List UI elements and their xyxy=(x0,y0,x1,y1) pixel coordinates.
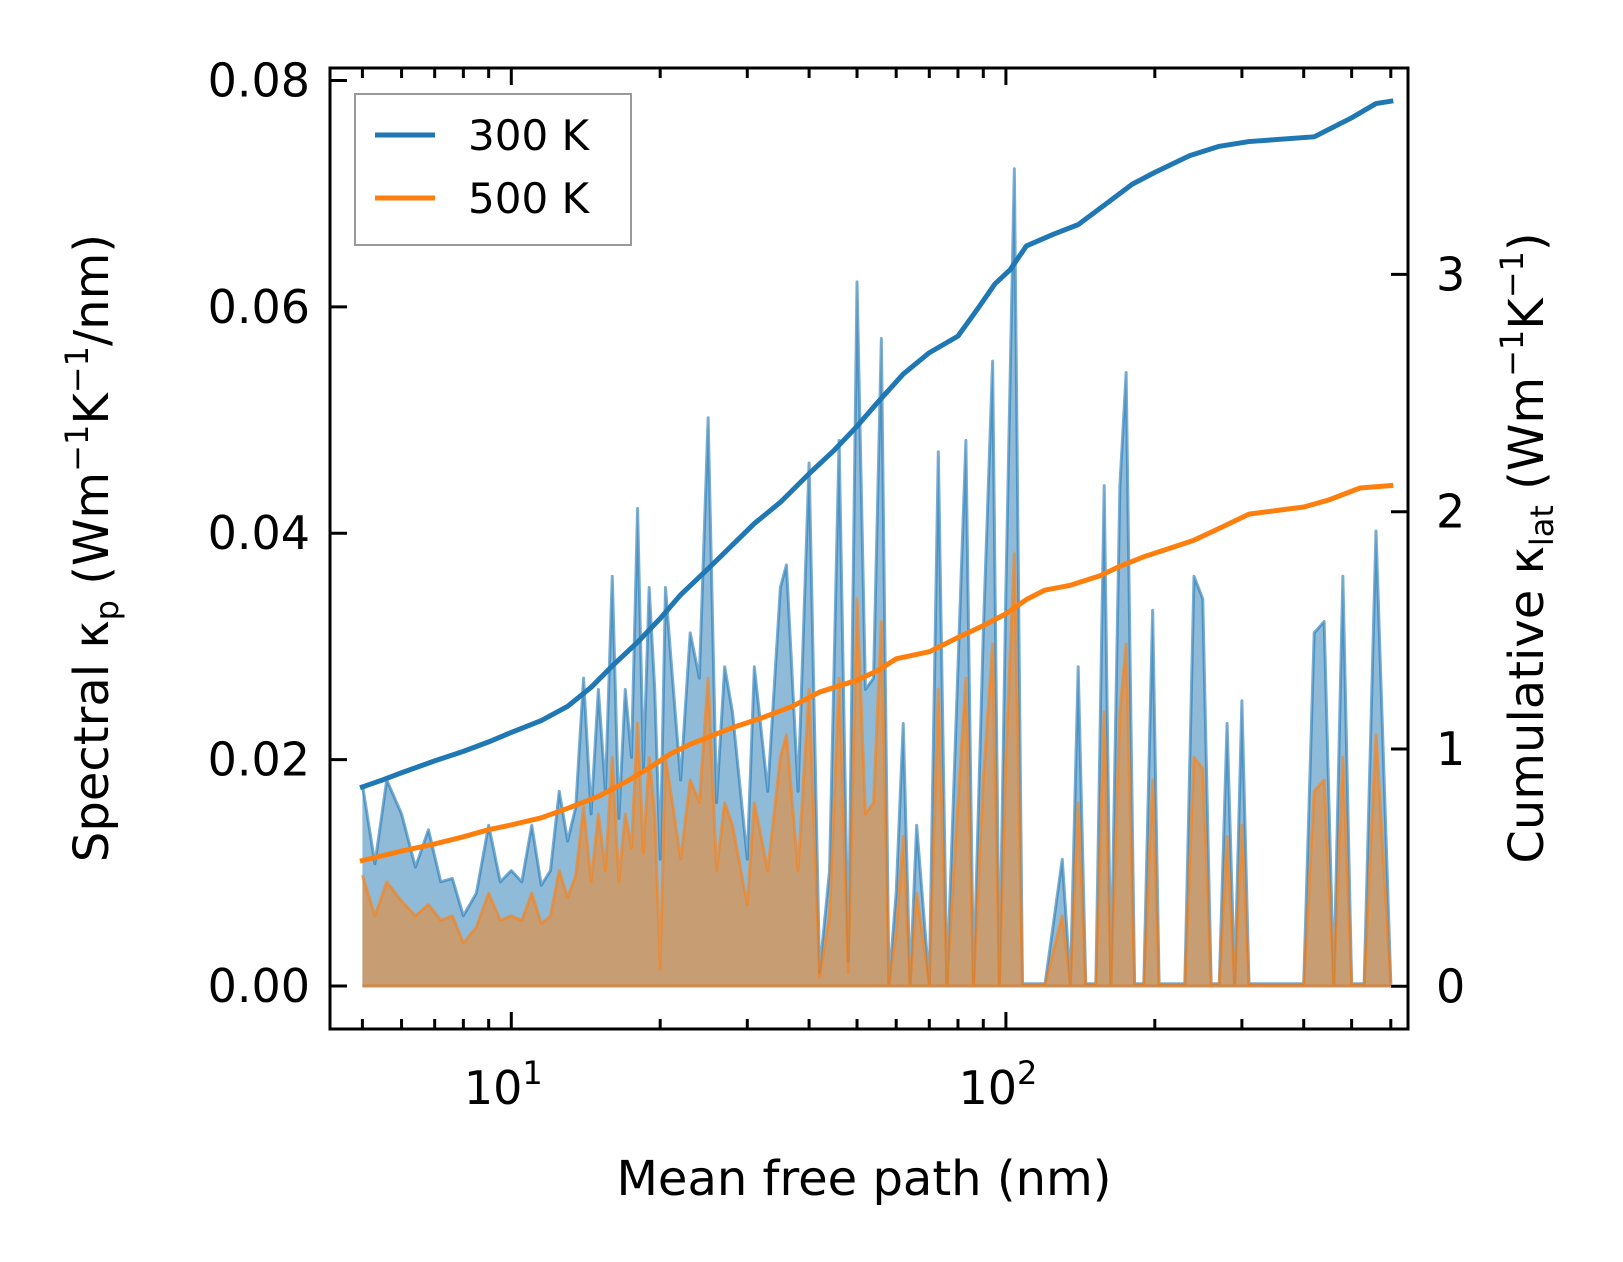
svg-text:Spectral κp (Wm−1K−1/nm): Spectral κp (Wm−1K−1/nm) xyxy=(58,234,126,862)
x-tick-label: 102 xyxy=(958,1054,1037,1115)
y-right-tick-label: 3 xyxy=(1436,247,1465,301)
plot-area xyxy=(359,98,1394,988)
cumulative-line-500k xyxy=(359,482,1394,864)
y-left-tick-label: 0.00 xyxy=(208,959,310,1013)
y-left-tick-label: 0.08 xyxy=(208,53,310,107)
axis-labels: 0.00 0.02 0.04 0.06 0.08 0 1 2 3 101 102 Mean free … xyxy=(58,53,1561,1207)
y-left-tick-label: 0.04 xyxy=(208,506,310,560)
cumulative-line-300k xyxy=(359,98,1394,791)
legend-label-300k: 300 K xyxy=(468,111,591,160)
plot-frame xyxy=(328,66,1410,1031)
legend-label-500k: 500 K xyxy=(468,174,591,223)
svg-text:Cumulative κlat (Wm−1K−1): Cumulative κlat (Wm−1K−1) xyxy=(1493,232,1561,863)
y-left-tick-label: 0.06 xyxy=(208,280,310,334)
y-left-axis-title: Spectral κp (Wm−1K−1/nm) xyxy=(58,234,126,862)
legend: 300 K 500 K xyxy=(354,93,632,246)
y-right-axis-title: Cumulative κlat (Wm−1K−1) xyxy=(1493,232,1561,863)
y-right-tick-label: 2 xyxy=(1436,485,1465,539)
y-left-tick-label: 0.02 xyxy=(208,733,310,787)
axes xyxy=(328,66,1410,1031)
x-tick-label: 101 xyxy=(464,1054,543,1115)
x-axis-title: Mean free path (nm) xyxy=(617,1151,1112,1207)
y-right-tick-label: 0 xyxy=(1436,959,1465,1013)
legend-box xyxy=(354,93,632,246)
y-right-tick-label: 1 xyxy=(1436,722,1465,776)
